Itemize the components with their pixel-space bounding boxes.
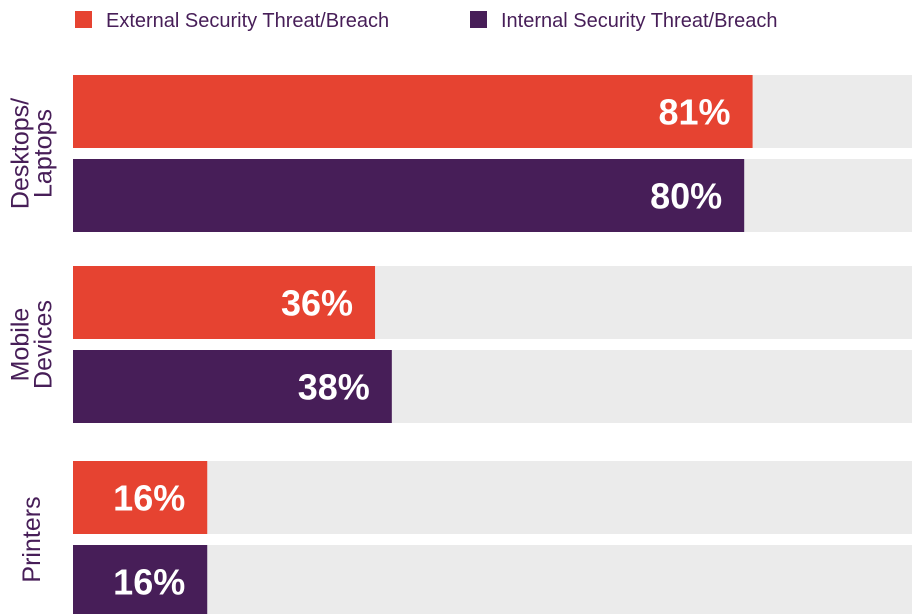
category-label-line: Devices: [30, 300, 58, 389]
data-label: 36%: [281, 283, 353, 324]
category-label-1: Desktops/Laptops: [7, 98, 58, 209]
category-label-2: MobileDevices: [7, 300, 58, 389]
category-label-line: Laptops: [30, 109, 58, 198]
legend-swatch-1: [75, 11, 92, 28]
category-label-3: Printers: [18, 496, 46, 582]
legend-swatch-2: [470, 11, 487, 28]
legend-label-1: External Security Threat/Breach: [106, 10, 389, 32]
bar-external-1: [73, 75, 753, 148]
data-label: 16%: [113, 478, 185, 519]
data-label: 16%: [113, 562, 185, 603]
bar-track: [73, 545, 912, 614]
bar-internal-1: [73, 159, 745, 232]
bar-internal-3: [73, 545, 208, 614]
category-label-line: Printers: [18, 496, 46, 582]
bar-external-3: [73, 461, 208, 534]
bar-internal-2: [73, 350, 392, 423]
data-label: 80%: [650, 176, 722, 217]
legend-label-2: Internal Security Threat/Breach: [501, 10, 777, 32]
bar-track: [73, 461, 912, 534]
bar-external-2: [73, 266, 376, 339]
category-label-line: Mobile: [7, 308, 35, 382]
data-label: 38%: [298, 367, 370, 408]
category-label-line: Desktops/: [7, 98, 35, 209]
data-label: 81%: [659, 92, 731, 133]
